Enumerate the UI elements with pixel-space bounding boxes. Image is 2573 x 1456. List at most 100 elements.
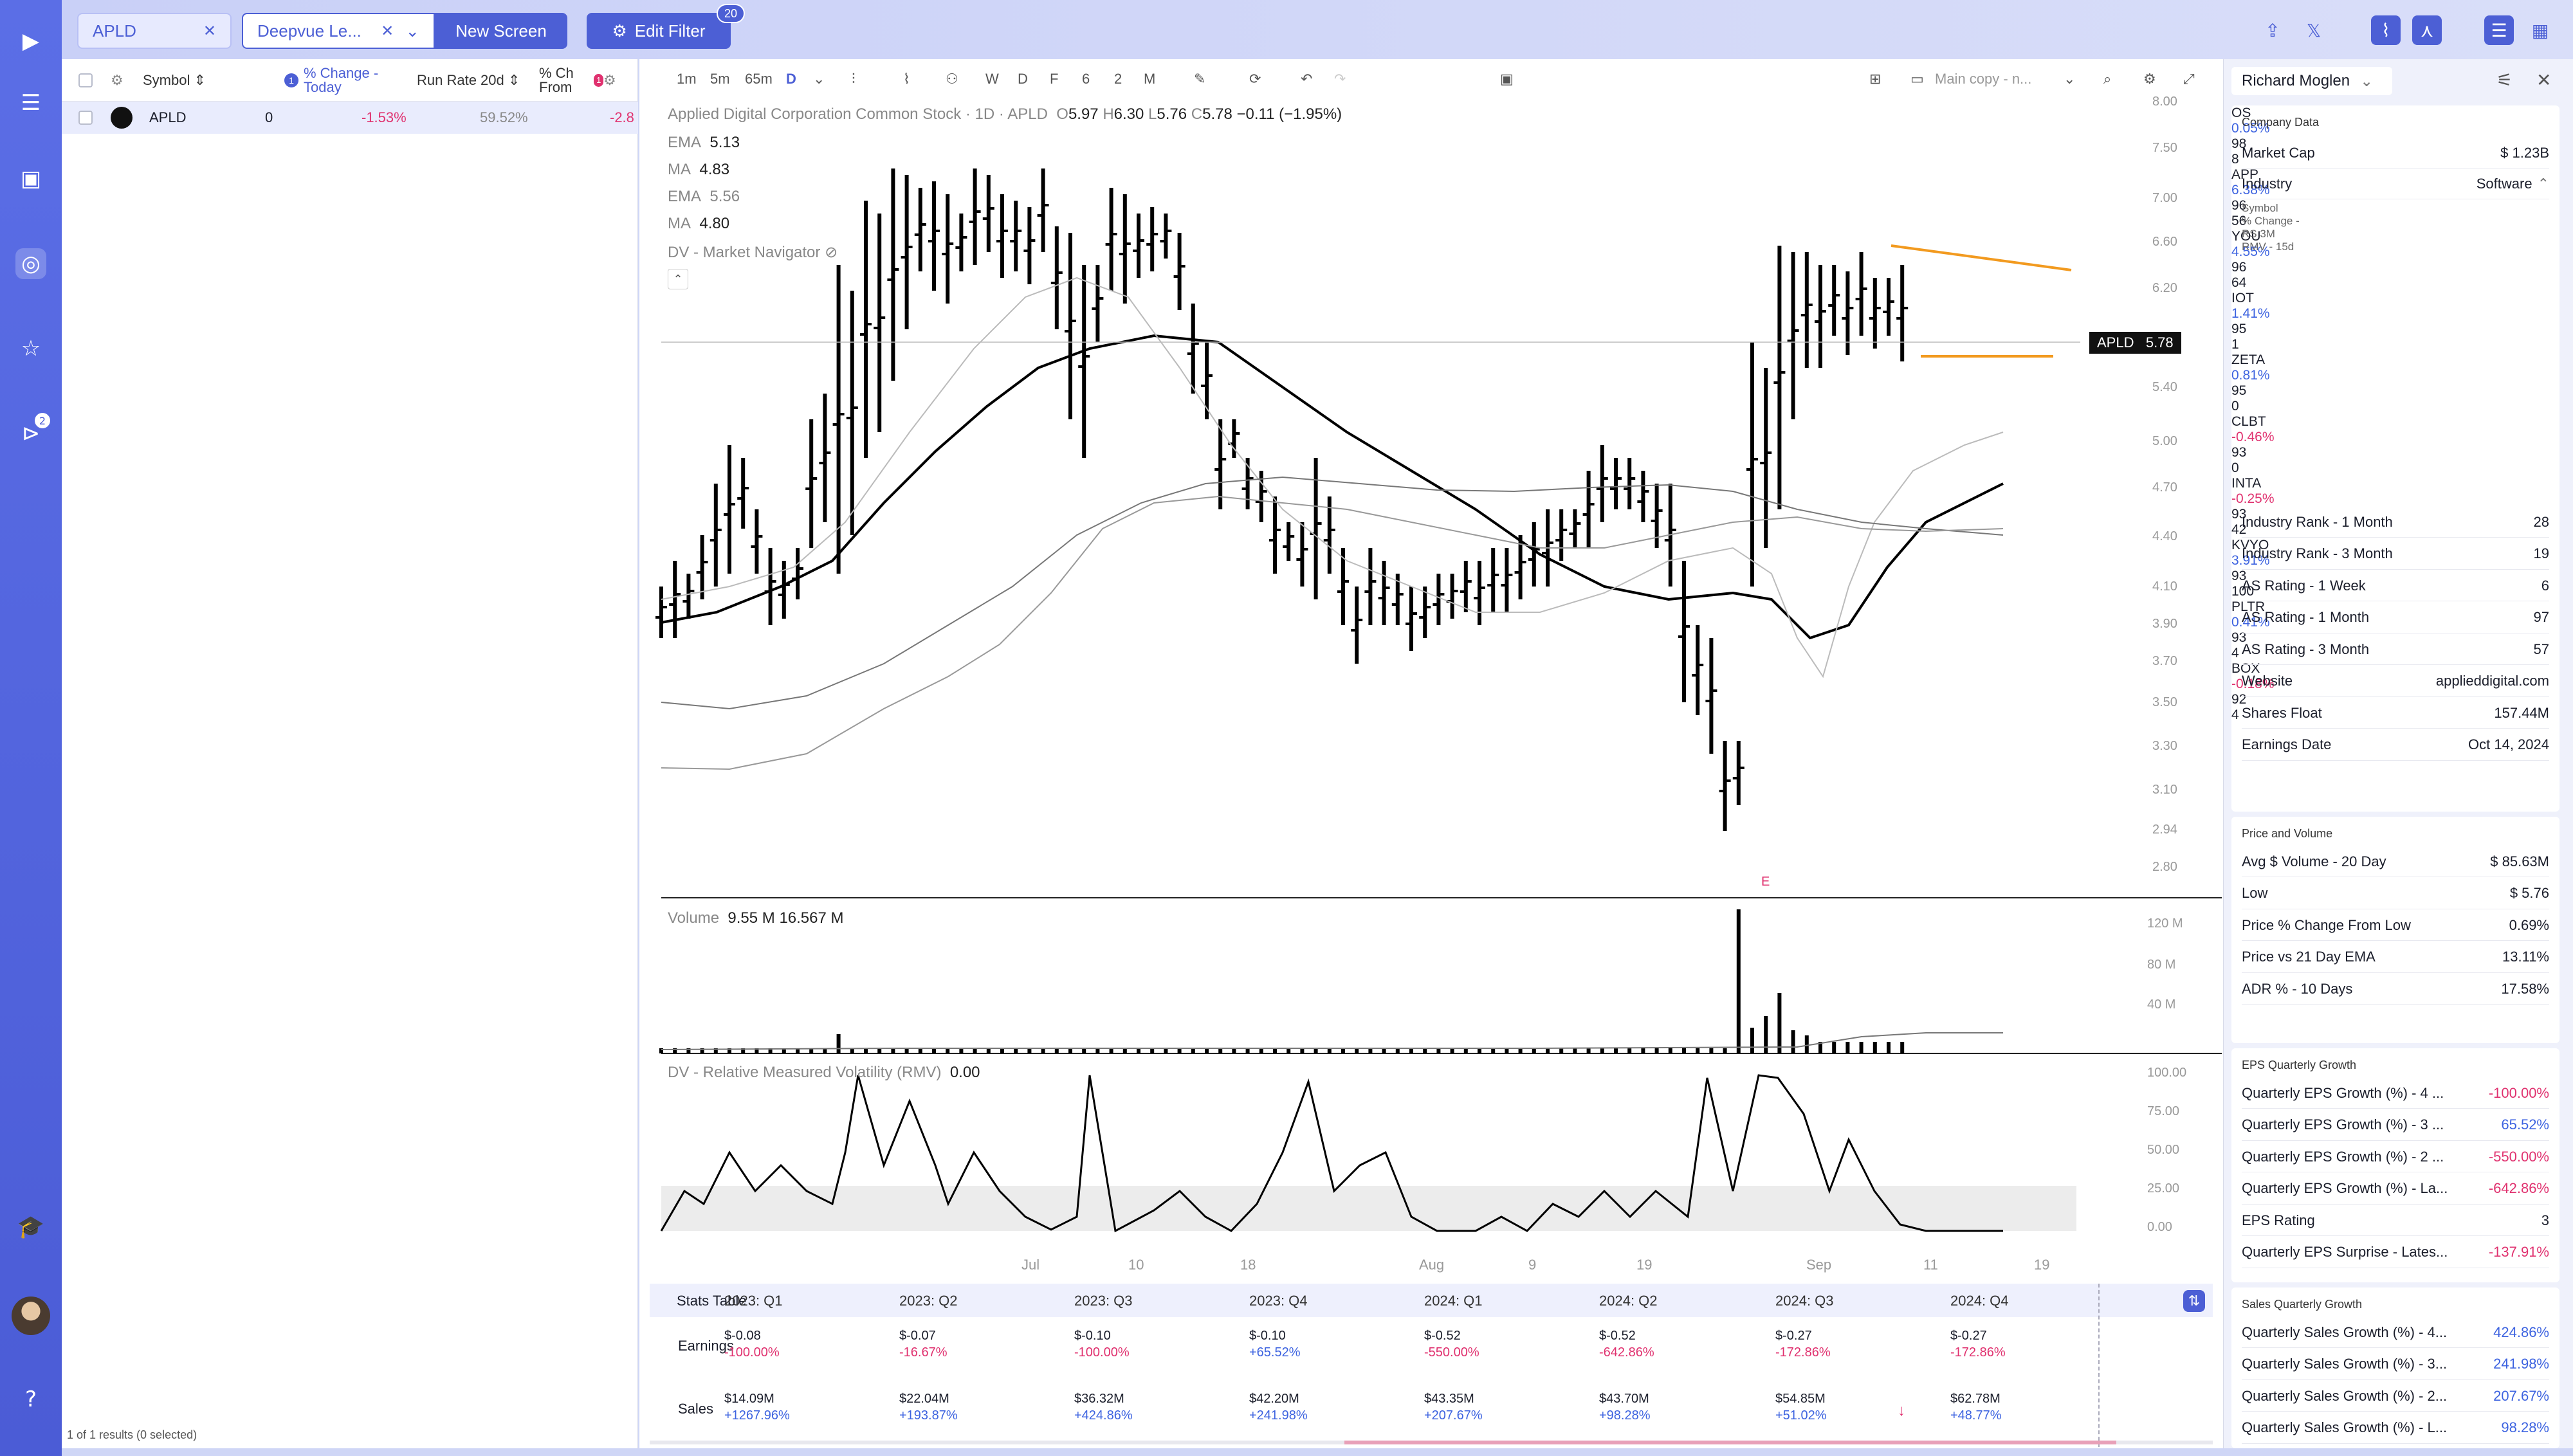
kv-industry[interactable]: Industry Software ⌃ (2242, 168, 2549, 199)
draw-icon[interactable]: ✎ (1194, 71, 1206, 87)
target-icon[interactable]: ◎ (15, 248, 46, 279)
eye-icon[interactable]: ⊘ (825, 244, 838, 261)
volume-bar (1245, 1048, 1250, 1053)
volume-bar (1137, 1048, 1140, 1053)
rmv-axis-label: 100.00 (2147, 1066, 2186, 1080)
screener-panel: ⚙ Symbol ⇕ ⇕ ⇕ 1 % Change - Today Run Ra… (62, 59, 638, 1448)
new-screen-button[interactable]: New Screen (435, 13, 567, 49)
tf-65m[interactable]: 65m (745, 71, 773, 87)
close-panel-icon[interactable]: ✕ (2536, 70, 2552, 90)
chevron-down-icon[interactable]: ⌄ (813, 71, 825, 87)
peer-change: 0.05% (2231, 121, 2270, 136)
volume-bar (1696, 1048, 1700, 1053)
user-dropdown[interactable]: Richard Moglen ⌄ (2231, 67, 2392, 95)
graduation-icon[interactable]: 🎓 (17, 1214, 45, 1240)
column-runrate[interactable]: Run Rate 20d ⇕ (417, 72, 520, 88)
select-all-checkbox[interactable] (78, 73, 93, 87)
redo-icon[interactable]: ↷ (1334, 71, 1346, 87)
compare-icon[interactable]: ⚇ (946, 71, 958, 87)
settings-icon[interactable]: ⚙ (2143, 71, 2156, 87)
undo-icon[interactable]: ↶ (1301, 71, 1313, 87)
row-runrate: 59.52% (480, 109, 528, 125)
star-icon[interactable]: ☆ (21, 336, 41, 361)
volume-bar (1436, 1048, 1441, 1053)
close-icon[interactable]: ✕ (381, 22, 394, 40)
list-icon[interactable]: ☰ (2484, 15, 2514, 45)
earnings-marker[interactable]: E (1761, 875, 1770, 889)
volume-bar (1014, 1048, 1018, 1053)
earnings-change: -100.00% (1074, 1345, 1130, 1360)
close-icon[interactable]: ✕ (203, 22, 216, 40)
price-chart[interactable]: 8.007.507.006.606.205.805.405.004.704.40… (639, 59, 2223, 1448)
menu-icon[interactable]: ☰ (21, 90, 41, 116)
peer-rmv: 100 (2231, 584, 2255, 599)
layout-icon[interactable]: ⊞ (1869, 71, 1882, 87)
play-logo-icon[interactable]: ▶ (22, 28, 40, 54)
search-icon[interactable]: ⌕ (2103, 71, 2112, 87)
collapse-button[interactable]: ⌃ (668, 269, 688, 289)
peer-rmv: 0 (2231, 460, 2239, 475)
peer-rs: 93 (2231, 630, 2247, 645)
time-axis-label: 19 (2034, 1257, 2049, 1273)
row-checkbox[interactable] (78, 111, 93, 125)
rmv-label: DV - Relative Measured Volatility (RMV) … (668, 1064, 980, 1081)
chart-line-icon[interactable]: ⌇ (2371, 15, 2401, 45)
kv-row: Quarterly EPS Surprise - Lates... -137.91… (2242, 1237, 2549, 1268)
x-icon[interactable]: 𝕏 (2306, 19, 2321, 41)
gear-icon[interactable]: ⚙ (603, 72, 616, 88)
price-axis-label: 3.50 (2152, 695, 2177, 709)
earnings-change: -550.00% (1424, 1345, 1479, 1360)
scrollbar[interactable] (650, 1441, 2213, 1444)
folder-icon[interactable]: ▭ (1910, 71, 1924, 87)
time-axis-label: Sep (1806, 1257, 1831, 1273)
megaphone-icon[interactable]: ⊳ 2 (15, 413, 50, 449)
fullscreen-icon[interactable]: ⤢ (2183, 71, 2195, 87)
row-change: -1.53% (362, 109, 407, 125)
column-change[interactable]: 1 % Change - Today (284, 59, 400, 102)
chart-type-icon[interactable]: ⌇ (903, 71, 910, 87)
layout-name[interactable]: Main copy - n... (1935, 71, 2032, 87)
period-d[interactable]: D (1018, 71, 1028, 87)
grid-icon[interactable]: ▦ (2531, 19, 2549, 41)
chevron-down-icon[interactable]: ⌄ (2064, 71, 2076, 87)
table-filter-icon[interactable]: ⇅ (2183, 1290, 2205, 1312)
sales-growth-card: Sales Quarterly Growth Quarterly Sales G… (2231, 1288, 2559, 1448)
tf-daily[interactable]: D (786, 71, 796, 87)
tf-1m[interactable]: 1m (677, 71, 697, 87)
calendar-icon[interactable]: ▣ (1500, 71, 1514, 87)
sales-change: +98.28% (1599, 1408, 1651, 1423)
volume-bar (1668, 1048, 1672, 1053)
period-f[interactable]: F (1050, 71, 1059, 87)
volume-bar (946, 1048, 950, 1053)
volume-bar (768, 1048, 773, 1053)
share-icon[interactable]: ⇪ (2265, 19, 2280, 41)
edit-filter-button[interactable]: ⚙ Edit Filter 20 (587, 4, 745, 49)
refresh-icon[interactable]: ⟳ (1249, 71, 1261, 87)
company-logo (111, 107, 133, 129)
chart-tool-icon[interactable]: ⋏ (2412, 15, 2442, 45)
volume-bar (1764, 1016, 1768, 1053)
table-row[interactable]: APLD 0 -1.53% 59.52% -2.8 (62, 102, 638, 134)
earnings-change: -642.86% (1599, 1345, 1654, 1360)
tf-5m[interactable]: 5m (710, 71, 730, 87)
period-6[interactable]: 6 (1082, 71, 1090, 87)
period-w[interactable]: W (985, 71, 999, 87)
sliders-icon[interactable]: ⚟ (2496, 70, 2513, 90)
book-icon[interactable]: ▣ (20, 166, 42, 192)
volume-bar (1068, 1048, 1072, 1053)
column-symbol[interactable]: Symbol ⇕ (143, 72, 206, 88)
stats-title: Stats Table (677, 1293, 747, 1309)
volume-bar (1887, 1042, 1891, 1053)
ema-21-line (661, 334, 2004, 640)
chevron-down-icon[interactable]: ⌄ (405, 21, 419, 41)
screen-tab[interactable]: Deepvue Le... ✕ ⌄ (242, 13, 435, 49)
symbol-tab[interactable]: APLD ✕ (77, 13, 232, 49)
column-from[interactable]: % Ch From 1 (539, 59, 603, 102)
indicators-icon[interactable]: ⫶ (852, 71, 856, 87)
period-2[interactable]: 2 (1114, 71, 1122, 87)
avatar[interactable] (12, 1297, 50, 1335)
period-m[interactable]: M (1144, 71, 1156, 87)
help-icon[interactable]: ? (24, 1387, 37, 1412)
filter-count-badge: 20 (717, 4, 745, 23)
settings-icon[interactable]: ⚙ (111, 72, 124, 88)
